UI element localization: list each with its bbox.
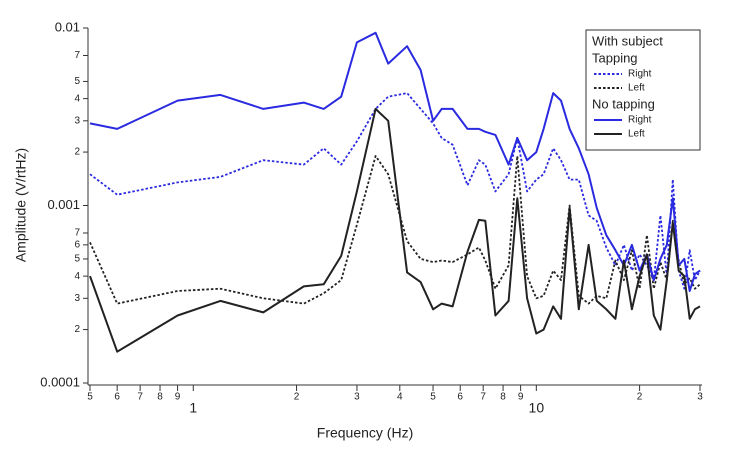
legend-group: Tapping [592,50,638,65]
y-tick-label: 3 [74,293,80,304]
series-line [89,31,701,292]
legend-title: With subject [592,33,663,48]
x-tick-label: 9 [518,392,524,403]
x-tick-label: 2 [294,392,300,403]
y-tick-label: 0.001 [47,197,80,212]
x-tick-label: 8 [157,392,163,403]
y-tick-label: 5 [74,76,80,87]
series-line [89,92,701,290]
y-tick-label: 6 [74,240,80,251]
series-line [89,155,701,305]
x-tick-label: 2 [637,392,643,403]
y-tick-label: 5 [74,254,80,265]
x-tick-label: 7 [480,392,486,403]
x-tick-label: 10 [529,400,545,416]
x-tick-label: 6 [114,392,120,403]
x-axis-title: Frequency (Hz) [317,425,413,441]
y-tick-label: 2 [74,324,80,335]
y-tick-label: 4 [74,271,80,282]
y-tick-label: 7 [74,228,80,239]
x-tick-label: 3 [354,392,360,403]
x-tick-label: 3 [697,392,703,403]
series-line [89,107,701,353]
y-tick-label: 7 [74,50,80,61]
x-tick-label: 9 [175,392,181,403]
legend-group: No tapping [592,96,655,111]
legend-label: Right [628,69,652,80]
y-tick-label: 0.01 [55,19,80,34]
legend-label: Left [628,129,645,140]
x-tick-label: 7 [137,392,143,403]
y-tick-label: 0.0001 [40,374,80,389]
x-tick-label: 5 [430,392,436,403]
y-tick-label: 2 [74,147,80,158]
legend-label: Right [628,115,652,126]
x-tick-label: 5 [87,392,93,403]
y-tick-label: 4 [74,93,80,104]
x-tick-label: 8 [500,392,506,403]
x-tick-label: 6 [457,392,463,403]
y-tick-label: 3 [74,115,80,126]
x-tick-label: 1 [189,400,197,416]
legend-box [585,29,701,151]
y-axis-title: Amplitude (V/rtHz) [13,148,29,262]
x-tick-label: 4 [397,392,403,403]
legend-label: Left [628,83,645,94]
